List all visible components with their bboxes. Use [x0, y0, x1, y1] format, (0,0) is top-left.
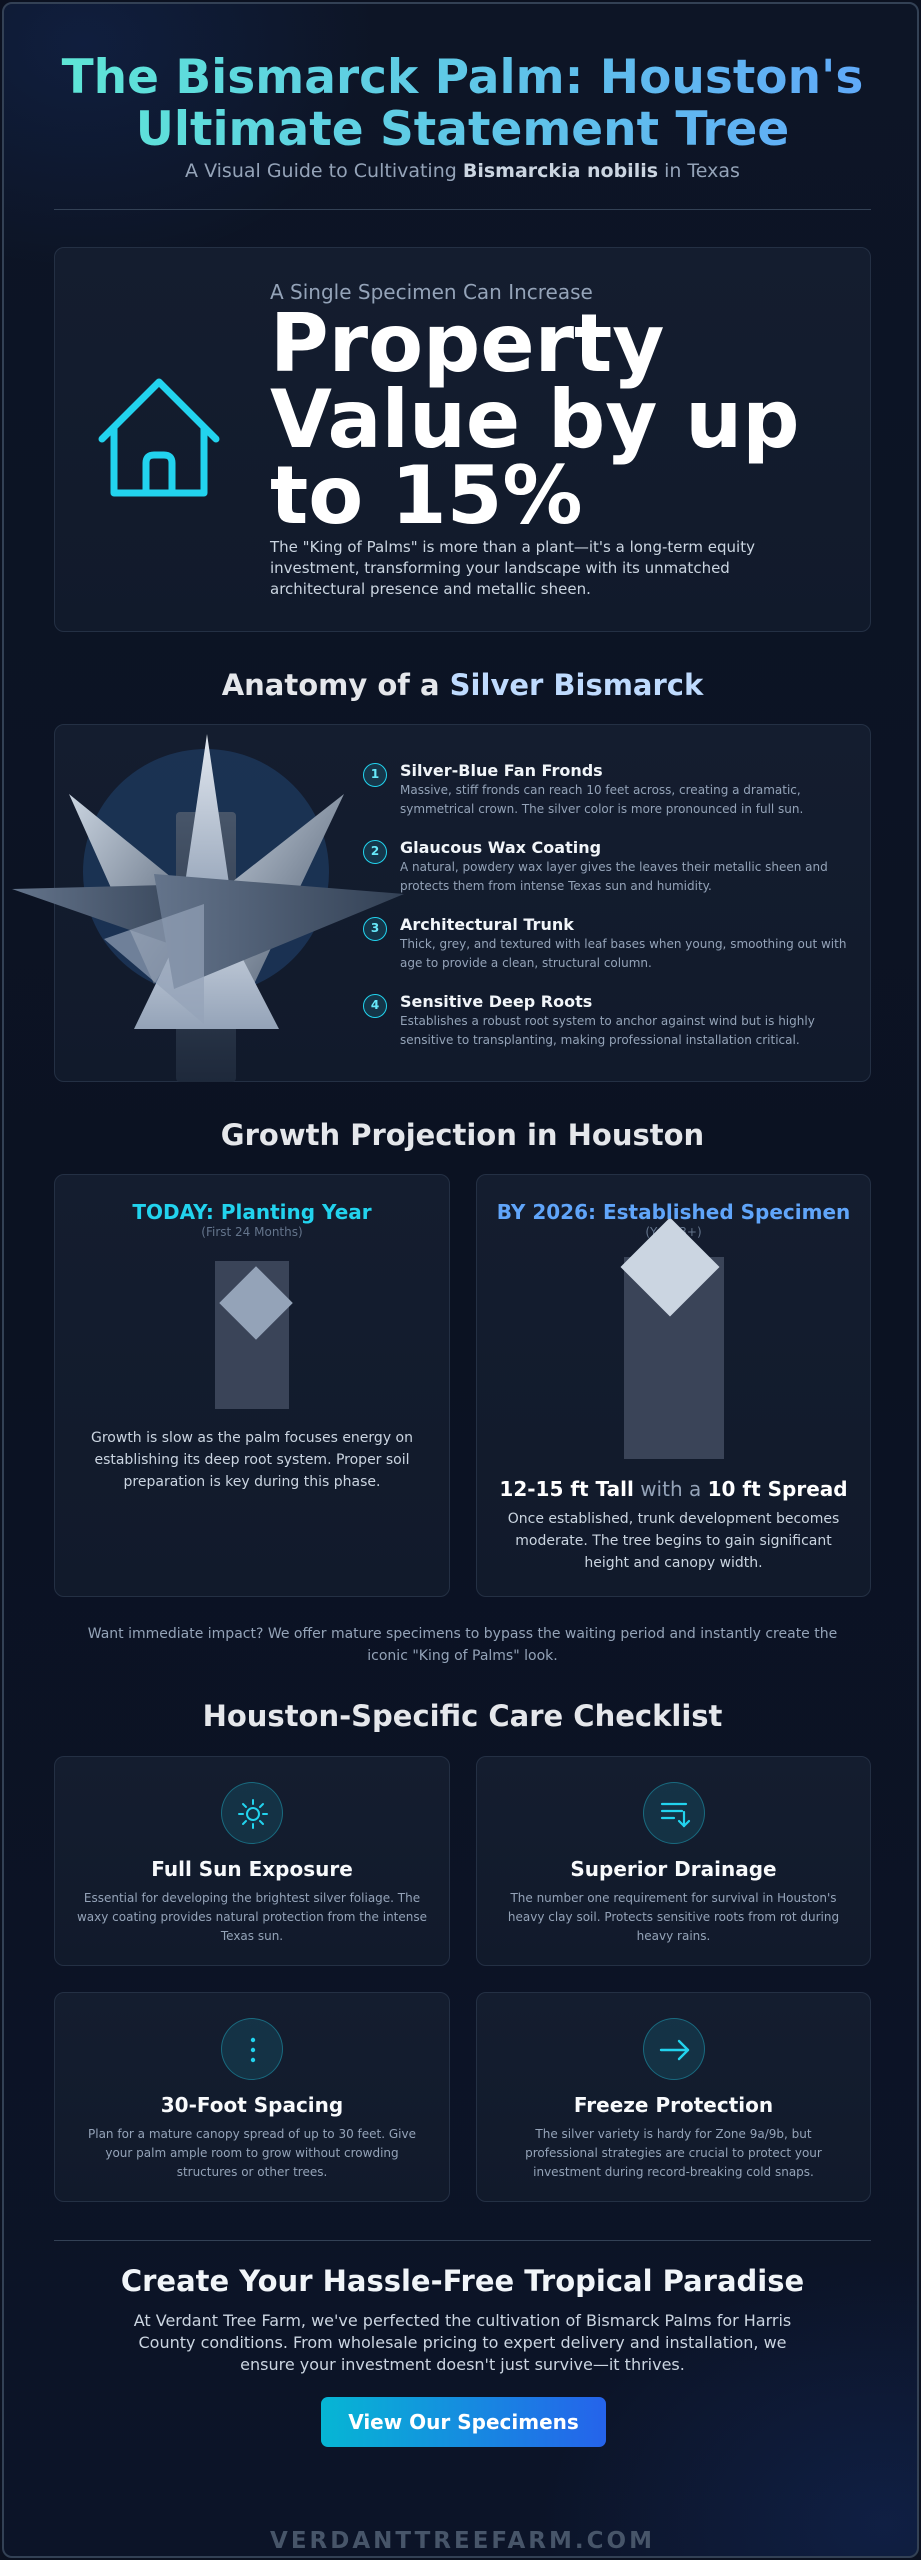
subtitle-pre: A Visual Guide to Cultivating	[185, 160, 463, 182]
care-title-drainage: Superior Drainage	[570, 1857, 777, 1881]
feature-number-4: 4	[363, 994, 387, 1018]
growth-today-sub: (First 24 Months)	[201, 1225, 303, 1239]
care-desc-freeze: The silver variety is hardy for Zone 9a/…	[525, 2127, 822, 2179]
care-title-sun: Full Sun Exposure	[151, 1857, 353, 1881]
house-icon	[94, 376, 224, 506]
anatomy-heading-accent: Silver Bismarck	[449, 668, 704, 702]
care-title-freeze: Freeze Protection	[573, 2093, 774, 2117]
feature-title-3: Architectural Trunk	[400, 915, 574, 934]
hero-headline: Property Value by up to 15%	[270, 297, 800, 542]
feature-desc-4: Establishes a robust root system to anch…	[400, 1014, 815, 1047]
feature-desc-3: Thick, grey, and textured with leaf base…	[400, 937, 847, 970]
drainage-icon	[643, 1782, 705, 1844]
title-line-1: The Bismarck Palm: Houston's	[61, 50, 864, 105]
feature-title-1: Silver-Blue Fan Fronds	[400, 761, 603, 780]
growth-today-title: TODAY: Planting Year	[132, 1200, 372, 1224]
palm-illustration	[4, 724, 414, 1082]
page-title: The Bismarck Palm: Houston's Ultimate St…	[4, 50, 917, 157]
stat-spread: 10 ft Spread	[707, 1477, 848, 1501]
care-heading: Houston-Specific Care Checklist	[202, 1699, 723, 1733]
spacing-icon	[221, 2018, 283, 2080]
stat-height: 12-15 ft Tall	[499, 1477, 634, 1501]
anatomy-heading-pre: Anatomy of a	[221, 668, 450, 702]
feature-number-3: 3	[363, 917, 387, 941]
cta-divider	[54, 2240, 871, 2241]
feature-title-2: Glaucous Wax Coating	[400, 838, 602, 857]
growth-future-title: BY 2026: Established Specimen	[496, 1200, 851, 1224]
care-desc-spacing: Plan for a mature canopy spread of up to…	[88, 2127, 416, 2179]
growth-today-text: Growth is slow as the palm focuses energ…	[91, 1430, 413, 1490]
hero-kicker: A Single Specimen Can Increase	[270, 280, 593, 304]
hero-description: The "King of Palms" is more than a plant…	[270, 538, 755, 598]
care-desc-drainage: The number one requirement for survival …	[507, 1891, 840, 1943]
anatomy-heading: Anatomy of a Silver Bismarck	[4, 668, 917, 702]
growth-note: Want immediate impact? We offer mature s…	[87, 1626, 838, 1664]
feature-title-4: Sensitive Deep Roots	[400, 992, 593, 1011]
title-line-2: Ultimate Statement Tree	[135, 101, 790, 157]
feature-number-2: 2	[363, 840, 387, 864]
arrow-right-icon	[643, 2018, 705, 2080]
sun-icon	[221, 1782, 283, 1844]
care-desc-sun: Essential for developing the brightest s…	[76, 1891, 428, 1943]
header-divider	[54, 209, 871, 210]
feature-desc-2: A natural, powdery wax layer gives the l…	[400, 860, 828, 893]
page-subtitle: A Visual Guide to Cultivating Bismarckia…	[4, 160, 917, 182]
care-title-spacing: 30-Foot Spacing	[160, 2093, 344, 2117]
view-specimens-button[interactable]: View Our Specimens	[321, 2397, 606, 2447]
growth-heading: Growth Projection in Houston	[220, 1118, 705, 1152]
footer-url[interactable]: VERDANTTREEFARM.COM	[270, 2528, 655, 2554]
cta-heading: Create Your Hassle-Free Tropical Paradis…	[120, 2264, 805, 2298]
stat-connector: with a	[633, 1477, 708, 1501]
hero-card	[54, 247, 871, 632]
growth-future-stat: 12-15 ft Tall with a 10 ft Spread	[476, 1477, 871, 1501]
feature-desc-1: Massive, stiff fronds can reach 10 feet …	[400, 783, 804, 816]
subtitle-post: in Texas	[658, 160, 740, 182]
feature-number-1: 1	[363, 763, 387, 787]
cta-text: At Verdant Tree Farm, we've perfected th…	[133, 2311, 792, 2374]
growth-future-text: Once established, trunk development beco…	[507, 1511, 840, 1571]
subtitle-species: Bismarckia nobilis	[462, 160, 659, 182]
